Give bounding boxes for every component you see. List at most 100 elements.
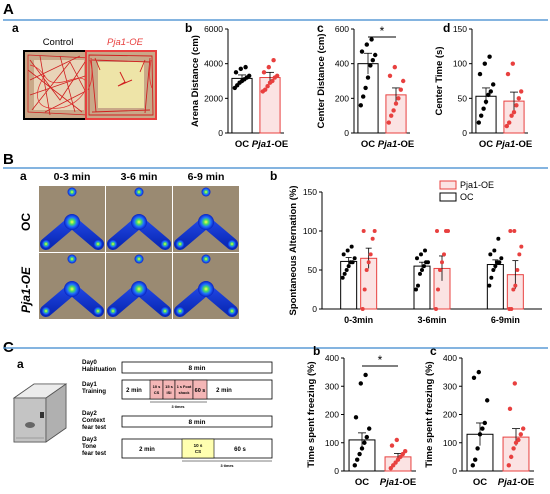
panel-label-Aa: a: [12, 21, 19, 35]
heatmap-arm-end: [93, 306, 103, 316]
data-point: [360, 307, 365, 311]
data-point: [418, 271, 422, 276]
heatmap-arm-end: [160, 239, 170, 249]
data-point: [489, 275, 494, 280]
y-tick-label: 600: [335, 24, 349, 34]
data-point: [366, 260, 371, 265]
day3-cs2: CS: [195, 449, 201, 454]
y-tick-label: 300: [443, 381, 457, 391]
heatmap-r0-c2: [173, 186, 239, 252]
data-point: [516, 96, 521, 101]
day1-times: 3 times: [171, 405, 184, 409]
y-axis-label: Arena Distance (cm): [190, 35, 201, 127]
heatmap-arm-end: [201, 254, 211, 264]
panel-label-Bb: b: [270, 169, 277, 183]
heatmap-arm-end: [134, 254, 144, 264]
data-point: [370, 58, 375, 63]
legend-swatch: [439, 192, 457, 202]
data-point: [512, 381, 517, 386]
x-tick-label: 0-3min: [344, 315, 373, 325]
data-point: [508, 229, 513, 233]
chart-Ac: 0 200 400 600 Center Distance (cm) OC Pja1-OE *: [316, 24, 414, 150]
data-point: [486, 92, 491, 98]
fear-conditioning-protocol: Day0 Habituation 8 min Day1 Training 2 m…: [82, 359, 273, 468]
data-point: [415, 256, 419, 261]
data-point: [396, 96, 401, 101]
heatmap-center: [198, 214, 214, 230]
x-tick-label: OC: [473, 477, 487, 488]
panel-label-B: B: [3, 151, 14, 168]
x-tick-label: Pja1-OE: [496, 139, 532, 150]
panel-label-Cb: b: [313, 344, 320, 358]
data-point: [477, 432, 483, 437]
x-tick-label: 6-9min: [491, 315, 520, 325]
day1-cs: 10 s: [153, 384, 162, 389]
significance-star: *: [378, 353, 383, 367]
heatmap-arm-end: [108, 306, 118, 316]
heatmap-arm-end: [41, 306, 51, 316]
day3-sub2: fear test: [82, 450, 106, 457]
data-point: [365, 75, 371, 80]
time-label-1: 3-6 min: [121, 171, 158, 183]
data-point: [479, 113, 484, 118]
x-tick-label: OC: [355, 477, 369, 488]
heatmap-arm-end: [67, 187, 77, 197]
legend: Pja1-OE OC: [439, 180, 494, 202]
y-axis-label: Spontaneous Alternation (%): [288, 185, 299, 315]
data-point: [369, 37, 374, 42]
data-point: [426, 260, 430, 265]
data-point: [513, 283, 518, 288]
y-tick-label: 100: [443, 438, 457, 448]
data-point: [370, 236, 375, 241]
data-point: [419, 252, 423, 257]
data-point: [386, 120, 391, 125]
y-axis-label: Time spent freezing (%): [306, 361, 317, 467]
y-tick-label: 200: [443, 410, 457, 420]
day1-shock1: 1 s Foot: [177, 385, 192, 389]
data-point: [442, 252, 446, 257]
data-point: [438, 268, 442, 272]
heatmap-arm-end: [67, 254, 77, 264]
data-point: [512, 229, 517, 233]
data-point: [392, 64, 397, 70]
y-tick-label: 150: [303, 187, 317, 197]
chart-Cb: 0 100 200 300 400 Time spent freezing (%) OC Pj…: [306, 353, 416, 488]
heatmap-r1-c1: [106, 253, 172, 319]
data-point: [266, 64, 271, 70]
heatmap-arm-end: [175, 239, 185, 249]
data-point: [359, 49, 365, 54]
data-point: [491, 82, 496, 87]
data-point: [482, 420, 487, 426]
data-point: [275, 73, 280, 79]
panel-label-Ac: c: [317, 21, 324, 35]
y-tick-label: 0: [344, 128, 349, 138]
data-point: [511, 287, 516, 292]
row-label-oc: OC: [19, 213, 33, 231]
data-point: [263, 87, 268, 92]
day3-title: Day3: [82, 436, 97, 443]
data-point: [368, 252, 373, 257]
y-tick-label: 0: [334, 466, 339, 476]
data-point: [487, 54, 492, 59]
x-tick-label: Pja1-OE: [378, 139, 414, 150]
data-point: [471, 375, 477, 380]
heatmap-arm-end: [201, 187, 211, 197]
data-point: [475, 446, 480, 451]
chart-Bb: 0 50 100 150 Spontaneous Alternation (%) 0-3m…: [288, 180, 542, 325]
bar-pja1: [259, 77, 281, 134]
x-tick-label: Pja1-OE: [252, 139, 288, 150]
data-point: [367, 426, 372, 431]
data-point: [515, 268, 520, 272]
data-point: [519, 244, 524, 249]
y-tick-label: 100: [453, 59, 467, 69]
day2-sub2: fear test: [82, 424, 106, 431]
time-label-0: 0-3 min: [54, 171, 91, 183]
heatmap-center: [131, 214, 147, 230]
day1-60s-box: [192, 379, 208, 400]
data-point: [476, 369, 481, 375]
data-point: [389, 113, 394, 118]
data-point: [391, 108, 396, 113]
heatmap-center: [64, 281, 80, 297]
data-point: [482, 61, 487, 66]
x-tick-label: Pja1-OE: [380, 477, 416, 488]
